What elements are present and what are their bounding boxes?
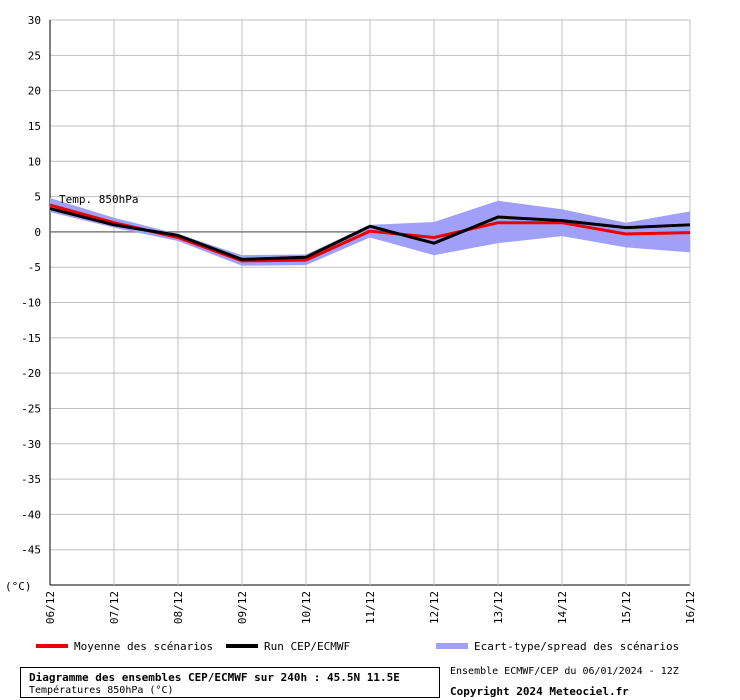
x-tick-label: 15/12: [620, 591, 633, 624]
run-info: Ensemble ECMWF/CEP du 06/01/2024 - 12Z: [450, 666, 679, 677]
y-tick-label: 0: [34, 226, 41, 239]
legend-run: Run CEP/ECMWF: [226, 640, 350, 653]
run-series-line: [49, 207, 691, 261]
y-tick-label: 30: [28, 14, 41, 27]
x-tick-label: 14/12: [556, 591, 569, 624]
copyright: Copyright 2024 Meteociel.fr: [450, 685, 629, 698]
y-unit-label: (°C): [5, 580, 32, 593]
temp-annotation: Temp. 850hPa: [59, 193, 138, 206]
y-tick-label: 5: [34, 191, 41, 204]
grid: [49, 19, 691, 586]
y-tick-label: -30: [21, 438, 41, 451]
chart-title: Diagramme des ensembles CEP/ECMWF sur 24…: [29, 671, 400, 684]
legend-run-swatch: [226, 644, 258, 648]
y-tick-label: -10: [21, 297, 41, 310]
legend-run-label: Run CEP/ECMWF: [264, 640, 351, 653]
series-layer: [49, 203, 691, 263]
legend-mean-label: Moyenne des scénarios: [74, 640, 214, 653]
y-tick-label: 15: [28, 120, 41, 133]
x-tick-label: 10/12: [300, 591, 313, 624]
x-tick-label: 13/12: [492, 591, 505, 624]
legend-mean-swatch: [36, 644, 68, 648]
y-tick-label: -35: [21, 473, 41, 486]
x-tick-label: 06/12: [44, 591, 57, 624]
y-tick-label: 20: [28, 85, 41, 98]
x-tick-label: 08/12: [172, 591, 185, 624]
legend-mean: Moyenne des scénarios: [36, 640, 213, 653]
y-tick-label: 10: [28, 155, 41, 168]
y-tick-label: -40: [21, 508, 41, 521]
y-tick-label: 25: [28, 49, 41, 62]
y-tick-label: -15: [21, 332, 41, 345]
legend-spread: Ecart-type/spread des scénarios: [436, 640, 679, 653]
ensemble-chart: 30 25 20 15 10 5 0 -5 -10 -15 -20 -25 -30 -35 -40 -45 06…: [5, 14, 697, 624]
legend-spread-swatch: [436, 643, 468, 649]
x-tick-label: 11/12: [364, 591, 377, 624]
tick-labels: 30 25 20 15 10 5 0 -5 -10 -15 -20 -25 -30 -35 -40 -45 06…: [21, 14, 697, 624]
y-tick-label: -25: [21, 402, 41, 415]
x-tick-label: 16/12: [684, 591, 697, 624]
x-tick-label: 12/12: [428, 591, 441, 624]
legend-spread-label: Ecart-type/spread des scénarios: [474, 640, 680, 653]
y-tick-label: -20: [21, 367, 41, 380]
y-tick-label: -5: [28, 261, 41, 274]
x-tick-label: 09/12: [236, 591, 249, 624]
x-tick-label: 07/12: [108, 591, 121, 624]
title-box: Diagramme des ensembles CEP/ECMWF sur 24…: [20, 667, 440, 698]
y-tick-label: -45: [21, 544, 41, 557]
chart-subtitle: Températures 850hPa (°C): [29, 685, 174, 696]
